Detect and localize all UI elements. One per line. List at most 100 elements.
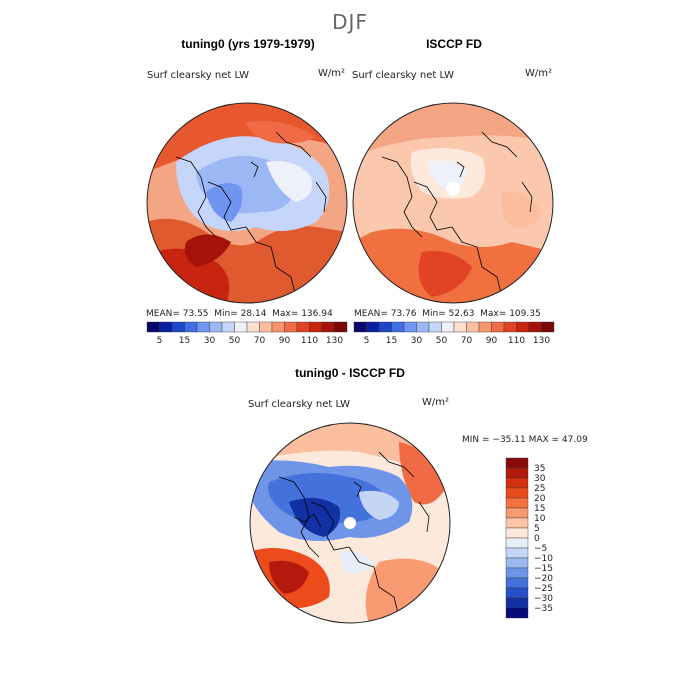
panel3-colorbar-label: 30 — [534, 474, 546, 484]
panel1-variable: Surf clearsky net LW — [147, 70, 250, 81]
panel2-colorbar-swatch — [391, 321, 405, 333]
panel2-stats: MEAN= 73.76 Min= 52.63 Max= 109.35 — [354, 309, 541, 319]
panel2-colorbar-ticks: 5 15 30 50 70 90 110 130 — [354, 336, 554, 348]
panel1-colorbar-swatch — [209, 321, 223, 333]
panel2-colorbar-swatch — [416, 321, 430, 333]
panel3-colorbar-swatch — [505, 567, 529, 579]
panel1-colorbar-swatch — [146, 321, 160, 333]
panel3-colorbar-swatch — [505, 607, 529, 619]
panel2-colorbar-swatch — [541, 321, 555, 333]
panel1-colorbar-swatch — [309, 321, 323, 333]
panel3-colorbar-swatch — [505, 577, 529, 589]
panel3-colorbar-label: −10 — [534, 554, 553, 564]
panel2-colorbar-tick-label: 50 — [435, 336, 448, 346]
panel1-polar-map — [146, 102, 348, 304]
panel1-colorbar — [146, 321, 348, 333]
panel1-colorbar-swatch — [196, 321, 210, 333]
panel2-title: ISCCP FD — [426, 37, 482, 51]
panel1-colorbar-tick-label: 130 — [325, 336, 344, 346]
panel2-colorbar-tick-label: 90 — [485, 336, 498, 346]
panel2-colorbar-tick-label: 70 — [460, 336, 473, 346]
panel2-units: W/m² — [525, 68, 553, 79]
panel1-colorbar-tick-label: 50 — [228, 336, 241, 346]
panel2-colorbar-swatch — [403, 321, 417, 333]
panel3-colorbar-swatch — [505, 547, 529, 559]
panel3-colorbar-label: 5 — [534, 524, 540, 534]
season-title: DJF — [332, 10, 368, 34]
panel1-colorbar-swatch — [221, 321, 235, 333]
panel2-colorbar-swatch — [516, 321, 530, 333]
panel2-colorbar-tick-label: 5 — [363, 336, 370, 346]
panel3-colorbar-swatch — [505, 467, 529, 479]
panel1-colorbar-swatch — [296, 321, 310, 333]
panel3-colorbar-swatch — [505, 597, 529, 609]
panel3-colorbar-label: 0 — [534, 534, 540, 544]
panel2-colorbar-swatch — [491, 321, 505, 333]
panel3-colorbar-label: −20 — [534, 574, 553, 584]
panel1-units: W/m² — [318, 68, 346, 79]
panel1-title: tuning0 (yrs 1979-1979) — [181, 37, 315, 51]
panel1-colorbar-swatch — [321, 321, 335, 333]
panel3-colorbar-swatch — [505, 507, 529, 519]
panel3-colorbar-swatch — [505, 557, 529, 569]
panel2-colorbar — [353, 321, 555, 333]
panel1-colorbar-swatch — [171, 321, 185, 333]
panel2-colorbar-tick-label: 30 — [410, 336, 423, 346]
panel2-colorbar-swatch — [503, 321, 517, 333]
panel1-colorbar-swatch — [246, 321, 260, 333]
panel3-colorbar-label: 35 — [534, 464, 545, 474]
panel2-colorbar-swatch — [428, 321, 442, 333]
panel1-colorbar-swatch — [234, 321, 248, 333]
panel2-colorbar-swatch — [378, 321, 392, 333]
panel1-colorbar-tick-label: 30 — [203, 336, 216, 346]
panel3-colorbar-swatch — [505, 487, 529, 499]
panel2-colorbar-swatch — [366, 321, 380, 333]
panel3-colorbar-swatch — [505, 477, 529, 489]
panel2-colorbar-swatch — [353, 321, 367, 333]
panel3-title: tuning0 - ISCCP FD — [295, 366, 405, 380]
panel2-colorbar-swatch — [466, 321, 480, 333]
panel1-colorbar-tick-label: 15 — [178, 336, 191, 346]
panel1-colorbar-swatch — [271, 321, 285, 333]
panel1-colorbar-swatch — [159, 321, 173, 333]
panel3-colorbar-label: 10 — [534, 514, 546, 524]
panel3-colorbar-label: −25 — [534, 584, 553, 594]
panel1-colorbar-ticks: 5 15 30 50 70 90 110 130 — [147, 336, 347, 348]
panel3-colorbar-label: 20 — [534, 494, 546, 504]
panel3-colorbar-swatch — [505, 537, 529, 549]
panel3-colorbar-swatch — [505, 527, 529, 539]
panel1-stats: MEAN= 73.55 Min= 28.14 Max= 136.94 — [146, 309, 333, 319]
panel2-colorbar-swatch — [453, 321, 467, 333]
panel2-colorbar-tick-label: 15 — [385, 336, 398, 346]
panel3-colorbar-label: −30 — [534, 594, 553, 604]
panel2-variable: Surf clearsky net LW — [352, 70, 455, 81]
panel3-colorbar-swatch — [505, 497, 529, 509]
panel3-minmax: MIN = −35.11 MAX = 47.09 — [462, 435, 588, 445]
panel1-colorbar-swatch — [259, 321, 273, 333]
panel3-colorbar-label: −5 — [534, 544, 547, 554]
panel3-colorbar-label: −15 — [534, 564, 553, 574]
panel3-colorbar-swatch — [505, 517, 529, 529]
panel1-colorbar-swatch — [184, 321, 198, 333]
panel1-colorbar-tick-label: 70 — [253, 336, 266, 346]
panel1-colorbar-tick-label: 5 — [156, 336, 163, 346]
panel3-polar-map — [249, 422, 451, 624]
panel2-colorbar-swatch — [528, 321, 542, 333]
panel2-colorbar-tick-label: 130 — [532, 336, 551, 346]
panel1-colorbar-swatch — [284, 321, 298, 333]
panel3-colorbar-label: 15 — [534, 504, 545, 514]
panel2-colorbar-swatch — [441, 321, 455, 333]
panel2-polar-map — [352, 102, 554, 304]
panel3-colorbar-swatch — [505, 457, 529, 469]
panel3-colorbar-swatch — [505, 587, 529, 599]
panel3-colorbar-label: 25 — [534, 484, 545, 494]
panel3-colorbar-label: −35 — [534, 604, 553, 614]
panel1-colorbar-tick-label: 110 — [300, 336, 319, 346]
panel2-colorbar-swatch — [478, 321, 492, 333]
panel3-units: W/m² — [422, 397, 450, 408]
panel2-colorbar-tick-label: 110 — [507, 336, 526, 346]
panel3-variable: Surf clearsky net LW — [248, 399, 351, 410]
panel1-colorbar-tick-label: 90 — [278, 336, 291, 346]
panel1-colorbar-swatch — [334, 321, 348, 333]
